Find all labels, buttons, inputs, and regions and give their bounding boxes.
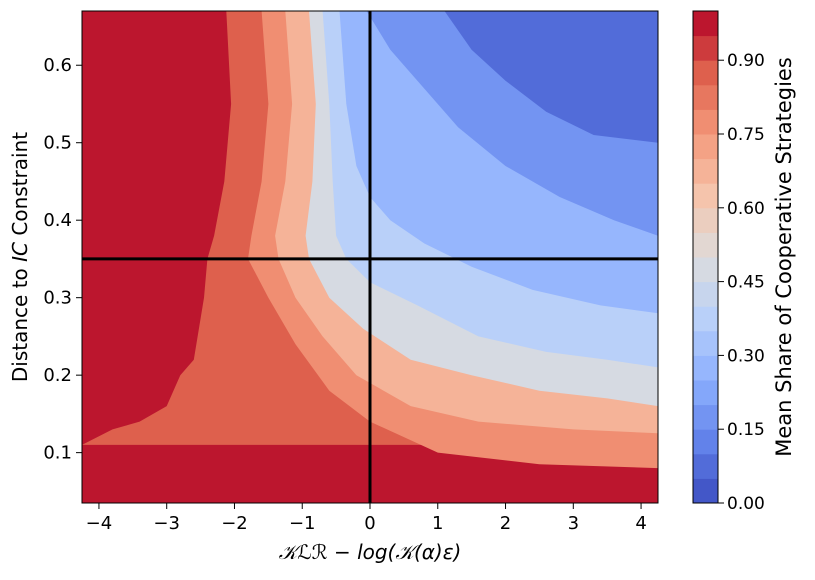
colorbar-tick-label: 0.45 (727, 273, 765, 293)
colorbar-band (693, 281, 718, 307)
colorbar-tick-label: 0.00 (727, 494, 765, 514)
colorbar-band (693, 478, 718, 504)
colorbar: 0.00 0.15 0.30 0.45 0.60 0.75 0.90 (692, 10, 765, 514)
colorbar-band (693, 207, 718, 233)
plot-area (82, 11, 658, 503)
x-tick-label: 1 (432, 513, 443, 534)
y-axis-label-prefix: Distance to (8, 262, 32, 382)
colorbar-band (693, 404, 718, 430)
y-axis-label-suffix: Constraint (8, 132, 32, 242)
colorbar-band (693, 453, 718, 479)
axes: −4 −3 −2 −1 0 1 2 3 4 0.1 0.2 0.3 0.4 0.5 0.6 (43, 10, 659, 534)
colorbar-tick-label: 0.90 (727, 51, 765, 71)
colorbar-tick-label: 0.75 (727, 125, 765, 145)
y-axis-label-italic: IC (8, 242, 32, 262)
y-tick-label: 0.1 (43, 443, 72, 464)
y-tick-label: 0.5 (43, 133, 72, 154)
y-tick-label: 0.3 (43, 288, 72, 309)
x-tick-label: 2 (500, 513, 511, 534)
colorbar-band (693, 183, 718, 209)
x-axis-label: 𝒦ℒℛ − log(𝒦(α)ε) (279, 540, 462, 564)
colorbar-label: Mean Share of Cooperative Strategies (772, 57, 796, 457)
colorbar-band (693, 257, 718, 283)
colorbar-band (693, 232, 718, 258)
contour-fill-region (82, 11, 658, 503)
x-tick-label: −2 (221, 513, 248, 534)
colorbar-band (693, 134, 718, 160)
x-tick-label: 0 (364, 513, 375, 534)
x-tick-label: −1 (289, 513, 316, 534)
y-tick-label: 0.2 (43, 365, 72, 386)
colorbar-band (693, 158, 718, 184)
colorbar-band (693, 429, 718, 455)
colorbar-tick-label: 0.60 (727, 199, 765, 219)
colorbar-band (693, 380, 718, 406)
y-tick-label: 0.6 (43, 55, 72, 76)
colorbar-tick-label: 0.15 (727, 420, 765, 440)
colorbar-frame (692, 10, 719, 504)
colorbar-tick-label: 0.30 (727, 346, 765, 366)
colorbar-band (693, 109, 718, 135)
x-tick-label: −3 (153, 513, 180, 534)
colorbar-band (693, 11, 718, 37)
contour-band-10 (444, 11, 658, 143)
x-tick-label: 3 (568, 513, 579, 534)
x-tick-label: 4 (635, 513, 646, 534)
x-tick-label: −4 (86, 513, 113, 534)
colorbar-band (693, 60, 718, 86)
colorbar-band (693, 355, 718, 381)
colorbar-band (693, 306, 718, 332)
y-tick-label: 0.4 (43, 210, 72, 231)
y-axis-label: Distance to IC Constraint (8, 132, 32, 382)
colorbar-band (693, 84, 718, 110)
colorbar-band (693, 35, 718, 61)
colorbar-band (693, 330, 718, 356)
